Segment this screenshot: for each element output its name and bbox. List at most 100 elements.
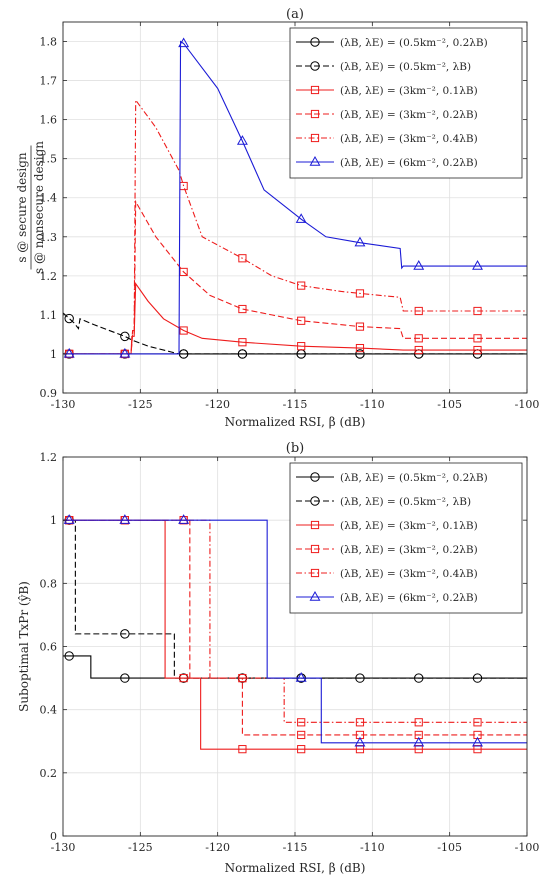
- data-point-4: [414, 334, 423, 343]
- data-point-2: [120, 331, 130, 342]
- data-point-3: [414, 345, 423, 355]
- y-tick-label: 0.6: [40, 641, 58, 654]
- y-tick-label: 1.8: [40, 36, 58, 49]
- data-point-5: [238, 254, 247, 263]
- legend-label: (λB, λE) = (0.5km⁻², λB): [340, 496, 471, 508]
- legend-marker: [310, 520, 320, 530]
- data-point-6: [63, 514, 75, 524]
- x-tick-label: -110: [360, 398, 385, 411]
- legend-label: (λB, λE) = (3km⁻², 0.4λB): [340, 568, 478, 580]
- y-tick-label: 1.2: [40, 270, 58, 283]
- data-point-3: [179, 673, 188, 683]
- data-point-6: [119, 514, 131, 524]
- legend-label: (λB, λE) = (0.5km⁻², 0.2λB): [340, 37, 488, 49]
- data-point-6: [295, 672, 307, 682]
- x-axis-label: Normalized RSI, β (dB): [225, 861, 366, 875]
- legend-label: (λB, λE) = (3km⁻², 0.1λB): [340, 85, 478, 97]
- legend-label: (λB, λE) = (6km⁻², 0.2λB): [340, 157, 478, 169]
- data-point-5: [355, 718, 365, 727]
- data-point-6: [119, 347, 131, 358]
- x-tick-label: -100: [515, 398, 540, 411]
- data-point-6: [295, 213, 307, 223]
- legend-marker: [310, 37, 320, 47]
- x-tick-label: -120: [205, 841, 230, 854]
- x-tick-label: -100: [515, 841, 540, 854]
- y-tick-label: 1.2: [40, 451, 58, 464]
- data-point-4: [297, 316, 306, 325]
- data-point-4: [179, 267, 188, 277]
- x-axis-label: Normalized RSI, β (dB): [225, 415, 366, 429]
- series-group: [63, 37, 527, 359]
- legend-marker: [309, 590, 321, 601]
- data-point-4: [297, 730, 306, 740]
- y-axis-label: Suboptimal TxPr (ŷB): [17, 581, 31, 712]
- data-point-6: [472, 260, 483, 270]
- legend: (λB, λE) = (0.5km⁻², 0.2λB) (λB, λE) = (0…: [289, 462, 523, 614]
- y-tick-label: 0: [50, 830, 57, 843]
- y-axis-label-denominator: s @ nonsecure design: [32, 141, 46, 274]
- chart-title: (b): [286, 441, 304, 456]
- legend-marker: [309, 155, 321, 166]
- y-tick-label: 0.9: [40, 387, 58, 400]
- data-point-5: [473, 718, 482, 727]
- data-point-6: [354, 736, 366, 747]
- data-point-5: [473, 306, 482, 316]
- y-tick-label: 1.5: [40, 153, 58, 166]
- x-tick-label: -115: [283, 398, 308, 411]
- data-point-3: [297, 342, 306, 351]
- data-point-6: [178, 37, 190, 48]
- data-point-5: [355, 289, 365, 298]
- data-point-2: [120, 629, 130, 639]
- data-point-6: [472, 736, 483, 747]
- legend-marker: [310, 496, 320, 506]
- data-point-4: [473, 334, 482, 343]
- legend-label: (λB, λE) = (3km⁻², 0.1λB): [340, 520, 478, 532]
- x-tick-label: -130: [51, 398, 76, 411]
- data-point-3: [179, 326, 188, 335]
- legend-label: (λB, λE) = (3km⁻², 0.2λB): [340, 544, 478, 556]
- series-group: [63, 514, 527, 754]
- data-point-6: [413, 736, 425, 747]
- legend: (λB, λE) = (0.5km⁻², 0.2λB) (λB, λE) = (0…: [289, 27, 523, 179]
- data-point-1: [64, 651, 74, 661]
- data-point-2: [355, 349, 365, 359]
- chart-panel-a: -130 -125 -120 -115 -110 -105 -100 0.9 1 1.1 1.2 1.…: [15, 7, 539, 429]
- legend-label: (λB, λE) = (0.5km⁻², 0.2λB): [340, 472, 488, 484]
- series-line-4: [63, 199, 527, 355]
- data-point-5: [238, 673, 247, 683]
- data-point-3: [473, 345, 482, 355]
- legend-marker: [310, 568, 320, 578]
- data-point-6: [354, 236, 366, 247]
- x-tick-label: -105: [437, 841, 462, 854]
- data-point-6: [178, 514, 190, 524]
- data-point-5: [414, 718, 423, 727]
- chart-panel-b: -130 -125 -120 -115 -110 -105 -100 0 0.2 0.4 0.6 0.…: [17, 441, 539, 875]
- legend-box: [289, 27, 523, 179]
- x-tick-label: -115: [283, 841, 308, 854]
- y-tick-label: 1: [50, 514, 57, 527]
- y-tick-label: 1: [50, 348, 57, 361]
- x-tick-label: -120: [205, 398, 230, 411]
- y-tick-label: 1.1: [40, 309, 58, 322]
- series-line-4: [63, 519, 527, 736]
- legend-label: (λB, λE) = (6km⁻², 0.2λB): [340, 592, 478, 604]
- y-axis-label: s @ secure design s @ nonsecure design: [15, 141, 46, 274]
- legend-marker: [310, 61, 320, 71]
- series-line-6: [63, 40, 527, 355]
- data-point-3: [238, 338, 247, 347]
- legend-marker: [310, 133, 320, 143]
- data-point-5: [297, 718, 306, 727]
- data-point-6: [63, 347, 75, 358]
- data-point-2: [237, 349, 248, 359]
- data-point-3: [297, 745, 306, 754]
- series-line-2: [63, 312, 527, 355]
- legend-marker: [310, 544, 320, 554]
- y-tick-label: 0.2: [40, 767, 58, 780]
- data-point-6: [236, 135, 248, 145]
- series-line-6: [63, 519, 527, 744]
- y-tick-label: 1.6: [40, 114, 58, 127]
- data-point-6: [413, 260, 425, 270]
- series-line-5: [63, 98, 527, 355]
- y-tick-label: 0.8: [40, 577, 58, 590]
